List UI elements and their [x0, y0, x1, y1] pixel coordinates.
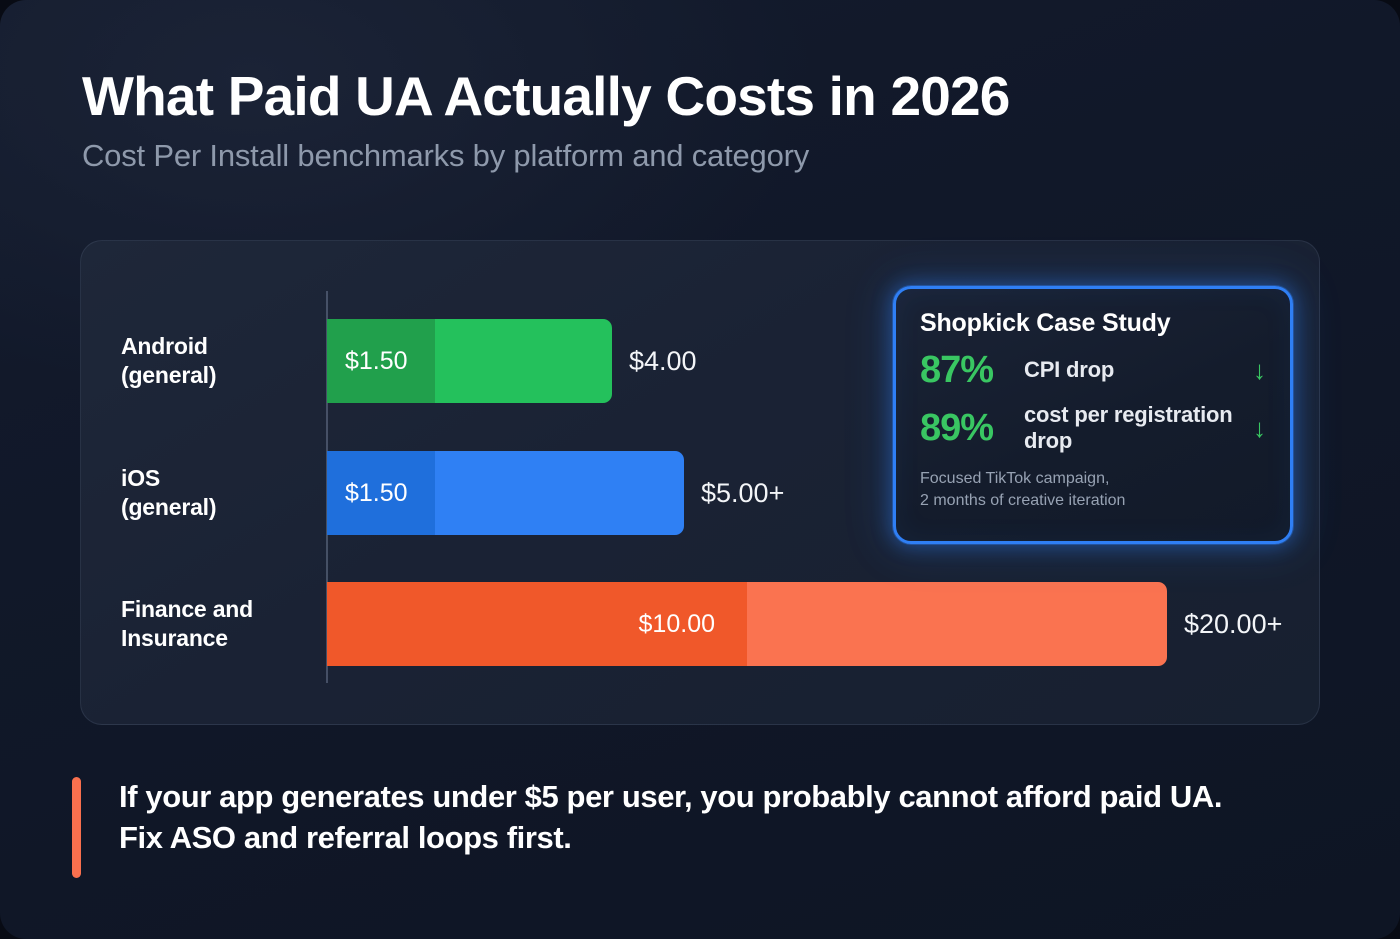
bar-low-value-label: $10.00 [638, 609, 715, 638]
bar-android-general[interactable]: $1.50 [327, 319, 612, 403]
case-study-stat-percent: 87% [920, 349, 994, 391]
case-study-stat-label: cost per registration drop [1024, 402, 1233, 453]
bar-category-label-line1: Android [121, 332, 208, 359]
bar-category-label-line1: Finance and [121, 595, 253, 622]
case-study-stat: 89% cost per registration drop ↓ [920, 402, 1266, 454]
case-study-stat-label: CPI drop [1024, 357, 1115, 383]
bar-category-label: Finance and Insurance [81, 582, 309, 666]
bar-ios-general[interactable]: $1.50 [327, 451, 684, 535]
bar-segment-low: $1.50 [327, 319, 435, 403]
bar-category-label: iOS (general) [81, 451, 309, 535]
page-subtitle: Cost Per Install benchmarks by platform … [82, 137, 810, 173]
bar-track: $1.50 $5.00+ [327, 451, 784, 535]
page-title: What Paid UA Actually Costs in 2026 [82, 65, 1010, 127]
arrow-down-icon: ↓ [1253, 355, 1266, 385]
bar-segment-high [435, 319, 612, 403]
bar-segment-high [435, 451, 684, 535]
bar-category-label-line1: iOS [121, 464, 161, 491]
case-study-stat: 87% CPI drop ↓ [920, 351, 1266, 389]
bar-category-label-line2: (general) [121, 494, 217, 520]
bar-track: $1.50 $4.00 [327, 319, 697, 403]
bar-finance-and-insurance[interactable]: $10.00 [327, 582, 1167, 666]
bar-end-value-label: $5.00+ [701, 477, 785, 508]
case-study-title: Shopkick Case Study [920, 309, 1171, 337]
case-study-callout[interactable]: Shopkick Case Study 87% CPI drop ↓ 89% c… [893, 286, 1293, 544]
arrow-down-icon: ↓ [1253, 412, 1266, 443]
footer-takeaway: If your app generates under $5 per user,… [72, 777, 1322, 878]
header: What Paid UA Actually Costs in 2026 Cost… [82, 65, 1322, 174]
bar-track: $10.00 $20.00+ [327, 582, 1282, 666]
bar-segment-low: $1.50 [327, 451, 435, 535]
chart-card: Android (general) $1.50 $4.00 iOS (ge [80, 240, 1320, 725]
case-study-note: Focused TikTok campaign, 2 months of cre… [920, 469, 1126, 509]
bar-end-value-label: $20.00+ [1184, 608, 1283, 639]
footer-takeaway-text: If your app generates under $5 per user,… [119, 779, 1223, 855]
bar-category-label-line2: Insurance [121, 625, 228, 651]
bar-category-label: Android (general) [81, 319, 309, 403]
bar-low-value-label: $1.50 [345, 478, 408, 507]
bar-category-label-line2: (general) [121, 362, 217, 388]
bar-segment-low: $10.00 [327, 582, 747, 666]
case-study-stat-percent: 89% [920, 406, 994, 449]
bar-low-value-label: $1.50 [345, 346, 408, 375]
bar-segment-high [747, 582, 1167, 666]
bar-end-value-label: $4.00 [629, 345, 697, 376]
footer-accent-bar [72, 777, 81, 878]
